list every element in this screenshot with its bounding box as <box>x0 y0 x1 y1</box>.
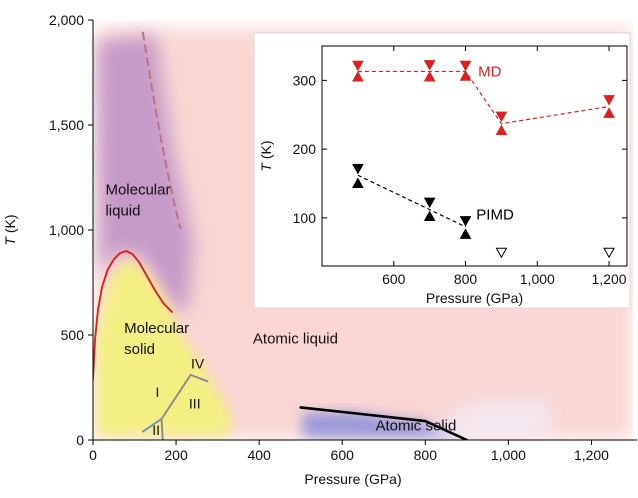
inset-x-axis-title: Pressure (GPa) <box>426 290 523 306</box>
x-tick-label: 600 <box>331 447 355 463</box>
phase-label-ii: II <box>152 422 160 438</box>
x-tick-label: 0 <box>89 447 97 463</box>
inset-y-tick-label: 100 <box>293 210 317 226</box>
x-tick-label: 400 <box>247 447 271 463</box>
pimd-point <box>495 247 508 259</box>
x-tick-label: 200 <box>164 447 188 463</box>
inset-y-axis-title: T (K) <box>258 140 274 171</box>
dashed-boundary-curve <box>141 31 182 229</box>
inset-x-tick-label: 1,000 <box>520 271 555 287</box>
inset-chart: 600 800 1,000 1,200 100 200 300 Pressure (GPa) T… <box>253 32 631 309</box>
atomic-solid-boundary-curve <box>299 406 469 440</box>
main-axes: 0 200 400 600 800 1,000 1,200 0 500 1,000 1,500 2,0… <box>2 12 637 487</box>
md-point <box>495 124 508 136</box>
phase-line-ii-iii-curve <box>160 418 164 440</box>
md-point <box>352 60 364 72</box>
y-tick-label: 1,500 <box>49 117 84 133</box>
inset-x-tick-label: 1,200 <box>592 271 627 287</box>
md-point <box>423 60 436 71</box>
atomic-solid-fade <box>425 398 550 439</box>
phase-line-i-iii-curve <box>160 373 192 420</box>
inset-y-tick-label: 200 <box>293 141 317 157</box>
region-labels: Atomic liquid Molecular liquid Molecular sol… <box>105 181 456 437</box>
atomic-solid-region <box>302 411 467 439</box>
inset-background <box>253 32 631 309</box>
y-tick-label: 500 <box>61 327 85 343</box>
inset-y-tick-label: 300 <box>293 72 317 88</box>
phase-boundaries <box>93 31 469 440</box>
molecular-solid-region <box>96 259 231 436</box>
molecular-liquid-label: Molecular liquid <box>105 181 170 219</box>
molecular-solid-label: Molecular solid <box>124 320 189 358</box>
md-point <box>459 60 472 72</box>
y-tick-label: 2,000 <box>49 12 84 28</box>
md-point <box>459 70 472 81</box>
x-tick-label: 1,000 <box>491 447 526 463</box>
molecular-melting-curve-curve <box>93 250 173 381</box>
inset-x-tick-label: 800 <box>454 271 478 287</box>
y-tick-label: 1,000 <box>49 222 84 238</box>
md-fit-line <box>357 70 610 125</box>
phase-label-i: I <box>155 384 159 400</box>
x-tick-label: 1,200 <box>574 447 609 463</box>
phase-label-iii: III <box>189 396 201 412</box>
pimd-point <box>423 210 436 221</box>
phase-line-i-ii-curve <box>141 418 163 433</box>
atomic-liquid-label: Atomic liquid <box>253 330 338 347</box>
x-tick-label: 800 <box>414 447 438 463</box>
phase-line-iii-iv-curve <box>189 373 209 383</box>
phase-label-iv: IV <box>191 356 205 372</box>
inset-x-tick-label: 600 <box>382 271 406 287</box>
md-point <box>423 70 436 82</box>
md-point <box>603 95 615 106</box>
pimd-point <box>459 228 472 239</box>
atomic-solid-label: Atomic solid <box>375 418 456 435</box>
md-label: MD <box>478 63 501 80</box>
pimd-point <box>423 197 436 209</box>
pimd-fit-line <box>357 174 466 228</box>
pimd-point <box>459 216 472 227</box>
y-axis-title: T (K) <box>2 214 18 245</box>
inset-frame <box>321 45 628 267</box>
md-point <box>495 111 508 123</box>
y-tick-label: 0 <box>76 432 84 448</box>
md-point <box>352 70 364 82</box>
pimd-point <box>352 177 364 188</box>
molecular-liquid-region <box>97 34 193 314</box>
pimd-point <box>603 247 615 259</box>
pimd-point <box>352 163 364 175</box>
pimd-label: PIMD <box>476 206 514 223</box>
x-axis-title: Pressure (GPa) <box>304 471 401 487</box>
md-point <box>603 107 615 118</box>
